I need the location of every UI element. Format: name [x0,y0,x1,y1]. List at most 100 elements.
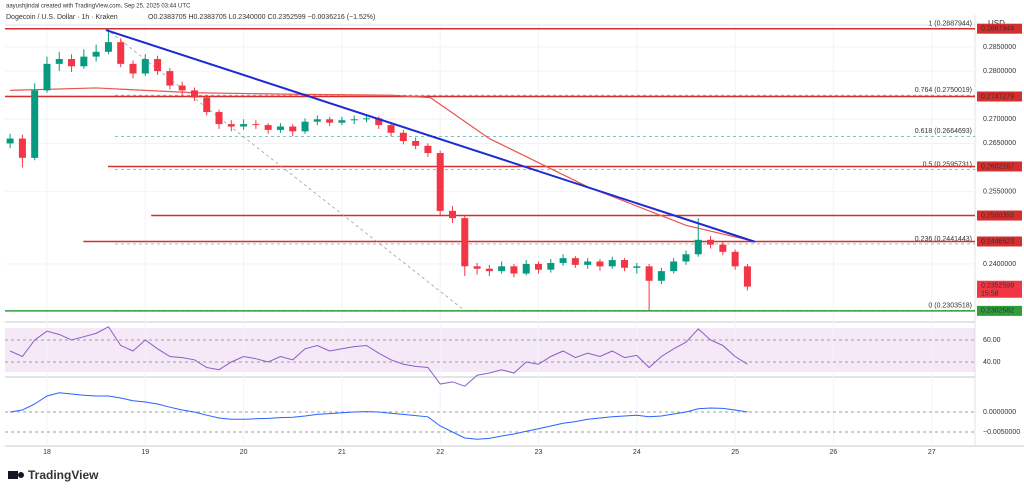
candle-body [154,59,162,72]
candle-body [215,112,223,125]
x-tick-label: 22 [436,449,444,456]
candle-body [117,42,125,64]
price-tag [977,210,1022,221]
candle-body [436,153,444,211]
x-tick-label: 25 [731,449,739,456]
candle-body [535,263,543,270]
countdown: 15:58 [981,291,999,298]
last-price-tag [977,280,1022,298]
macd-line [10,392,748,440]
y-tick-label: 0.0000000 [983,409,1016,416]
price-tag-label: 0.2887944 [981,26,1014,33]
chart-title: Dogecoin / U.S. Dollar · 1h · Kraken [6,14,118,21]
candle-body [92,51,100,57]
candle-body [387,125,395,133]
x-tick-label: 23 [535,449,543,456]
y-tick-label: 0.2850000 [983,44,1016,51]
rsi-band [5,328,975,372]
y-tick-label: 0.2800000 [983,68,1016,75]
candle-body [448,210,456,219]
candle-body [399,132,407,141]
candle-body [276,126,284,130]
candle-body [240,124,248,127]
price-tag-label: 0.2602167 [981,163,1014,170]
y-tick-label: 0.2400000 [983,261,1016,268]
brand-logo [8,471,24,479]
candle-body [694,239,702,255]
candle-body [621,260,629,268]
candle-body [362,118,370,120]
candle-body [719,244,727,252]
fib-label: 1 (0.2887944) [928,21,972,28]
candle-body [510,266,518,274]
price-tag-label: 0.2747279 [981,93,1014,100]
candle-body [129,63,137,74]
candle-body [608,260,616,267]
price-tag-label: 0.2302582 [981,308,1014,315]
candle-body [141,59,149,74]
price-tag-label: 0.2500355 [981,212,1014,219]
candle-body [485,268,493,272]
candle-body [6,138,14,144]
candle-body [522,263,530,274]
rsi-line [9,326,748,387]
fib-label: 0.5 (0.2595731) [923,161,972,168]
candle-body [424,145,432,154]
candle-body [596,261,604,267]
candle-body [43,63,51,91]
moving-average [10,87,748,241]
fib-label: 0.764 (0.2750019) [915,87,972,94]
y-tick-label: 40.00 [983,359,1001,366]
candle-body [18,138,26,158]
x-tick-label: 21 [338,449,346,456]
candle-body [707,239,715,245]
candle-body [31,90,39,158]
candle-body [731,251,739,267]
y-tick-label: −0.0050000 [983,429,1020,436]
candle-body [313,119,321,122]
price-tag [977,91,1022,102]
x-tick-label: 27 [928,449,936,456]
candle-body [178,85,186,91]
price-tag [977,305,1022,316]
fib-label: 0 (0.2303518) [928,302,972,309]
candle-body [338,120,346,123]
candle-body [645,266,653,281]
x-tick-label: 18 [43,449,51,456]
fib-label: 0.618 (0.2664693) [915,128,972,135]
header: aayushjindal created with TradingView.co… [6,4,191,10]
x-tick-label: 19 [141,449,149,456]
candle-body [743,266,751,287]
price-tag [977,236,1022,247]
currency: USD [988,19,1005,28]
candle-body [498,266,506,272]
candle-body [461,218,469,267]
candle-body [375,118,383,126]
x-tick-label: 26 [830,449,838,456]
candle-body [55,59,63,64]
y-tick-label: 0.2650000 [983,140,1016,147]
candle-body [68,59,76,67]
price-tag-label: 0.2446523 [981,238,1014,245]
price-tag [977,161,1022,172]
y-tick-label: 60.00 [983,337,1001,344]
candle-body [682,254,690,262]
y-tick-label: 0.2700000 [983,116,1016,123]
candle-body [104,42,112,52]
candle-body [190,90,198,98]
trendline [105,29,756,243]
ohlc-text: O0.2383705 H0.2383705 L0.2340000 C0.2352… [148,14,375,21]
candle-body [264,125,272,130]
x-tick-label: 20 [240,449,248,456]
candle-body [633,266,641,268]
last-price: 0.2352599 [981,283,1014,290]
brand: TradingView [28,468,99,482]
candle-body [301,121,309,132]
candle-body [252,124,260,126]
fib-label: 0.236 (0.2441443) [915,236,972,243]
candle-body [670,261,678,272]
candle-body [571,258,579,265]
candle-body [80,56,88,67]
candle-body [350,119,358,121]
